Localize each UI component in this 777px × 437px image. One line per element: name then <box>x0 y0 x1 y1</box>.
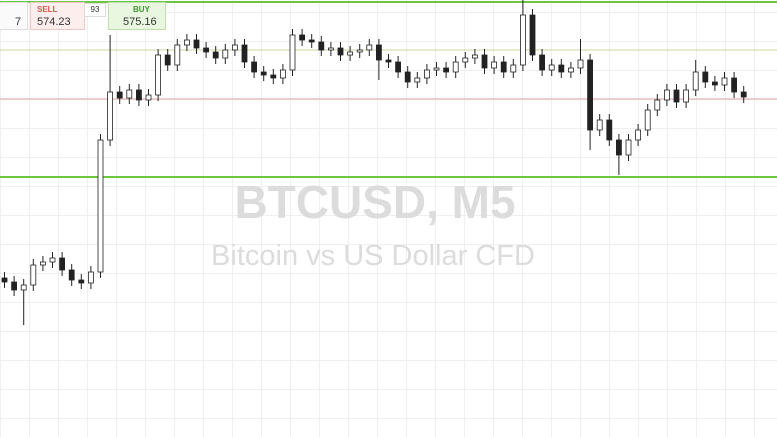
candle-body <box>59 257 65 271</box>
candle-body <box>683 89 689 103</box>
candle-body <box>356 49 363 53</box>
candle-body <box>40 261 46 266</box>
candle-body <box>174 44 181 66</box>
candle-body <box>155 54 162 96</box>
sell-label: SELL <box>37 5 58 14</box>
candle-body <box>116 91 123 99</box>
candle-body <box>251 61 258 73</box>
candle-body <box>414 77 421 83</box>
candle-body <box>107 91 113 141</box>
watermark-subtitle: Bitcoin vs US Dollar CFD <box>211 240 535 272</box>
candle-body <box>145 94 152 101</box>
trade-widget: 7 SELL 574.23 93 BUY 575.16 <box>0 0 166 31</box>
buy-label: BUY <box>133 5 150 14</box>
candle-body <box>395 61 402 73</box>
candle-body <box>702 71 709 83</box>
candle-body <box>500 61 507 73</box>
candle-body <box>491 61 498 69</box>
candle-body <box>587 59 593 131</box>
candle-body <box>318 41 325 51</box>
candle-body <box>126 89 133 99</box>
watermark-title: BTCUSD, M5 <box>234 176 515 228</box>
candle-body <box>625 139 632 156</box>
candle-body <box>654 99 661 111</box>
candle-body <box>616 139 622 156</box>
candle-body <box>635 129 641 141</box>
candle-body <box>481 54 488 69</box>
candle-body <box>433 67 440 71</box>
candle-body <box>443 67 450 73</box>
candle-body <box>164 54 171 66</box>
candle-body <box>712 81 718 86</box>
candle-body <box>644 109 651 131</box>
candle-body <box>231 44 238 51</box>
candle-body <box>30 264 37 286</box>
candle-body <box>520 14 526 66</box>
candle-body <box>68 269 75 281</box>
candle-body <box>529 14 536 56</box>
candle-body <box>471 54 478 59</box>
candle-body <box>366 44 373 51</box>
candle-body <box>241 44 248 63</box>
candle-body <box>375 44 382 61</box>
candle-body <box>327 47 334 51</box>
candle-body <box>606 119 613 141</box>
candle-body <box>20 284 27 291</box>
candle-body <box>423 69 430 79</box>
candle-body <box>11 281 18 291</box>
candle-body <box>404 71 411 83</box>
lot-size: 7 <box>15 16 22 28</box>
candle-body <box>203 47 210 53</box>
candle-body <box>558 64 565 73</box>
buy-price: 575.16 <box>123 16 157 28</box>
candle-body <box>97 139 104 273</box>
lot-box[interactable]: 7 <box>0 2 28 30</box>
candle-body <box>721 77 728 86</box>
candle-body <box>260 71 267 76</box>
candle-body <box>452 61 459 73</box>
candle-body <box>212 51 219 59</box>
candle-body <box>78 279 85 284</box>
sell-price: 574.23 <box>37 16 71 28</box>
candle-body <box>596 119 603 131</box>
candle-body <box>88 271 94 284</box>
candle-body <box>539 54 545 71</box>
candle-body <box>193 39 200 49</box>
candle-body <box>731 77 737 93</box>
candle-body <box>337 47 344 56</box>
candle-body <box>462 57 469 63</box>
candle-body <box>673 89 680 103</box>
candle-body <box>299 34 306 41</box>
candle-body <box>692 71 699 91</box>
candle-body <box>222 49 229 59</box>
candle-body <box>135 89 142 101</box>
buy-button[interactable]: BUY 575.16 <box>108 2 166 30</box>
candle-body <box>289 34 296 71</box>
candle-body <box>308 39 315 43</box>
candle-body <box>270 74 277 79</box>
candle-body <box>1 277 8 283</box>
candle-body <box>577 59 584 69</box>
candle-body <box>510 64 517 73</box>
candle-body <box>385 59 392 63</box>
candle-body <box>49 257 56 263</box>
spread: 93 <box>84 3 106 17</box>
candle-body <box>664 89 670 101</box>
candle-body <box>568 67 574 73</box>
candle-body <box>740 91 747 98</box>
candle-body <box>548 64 555 71</box>
candle-body <box>279 69 286 79</box>
candle-body <box>347 51 354 56</box>
candle-body <box>183 39 190 46</box>
sell-button[interactable]: SELL 574.23 <box>30 2 85 30</box>
